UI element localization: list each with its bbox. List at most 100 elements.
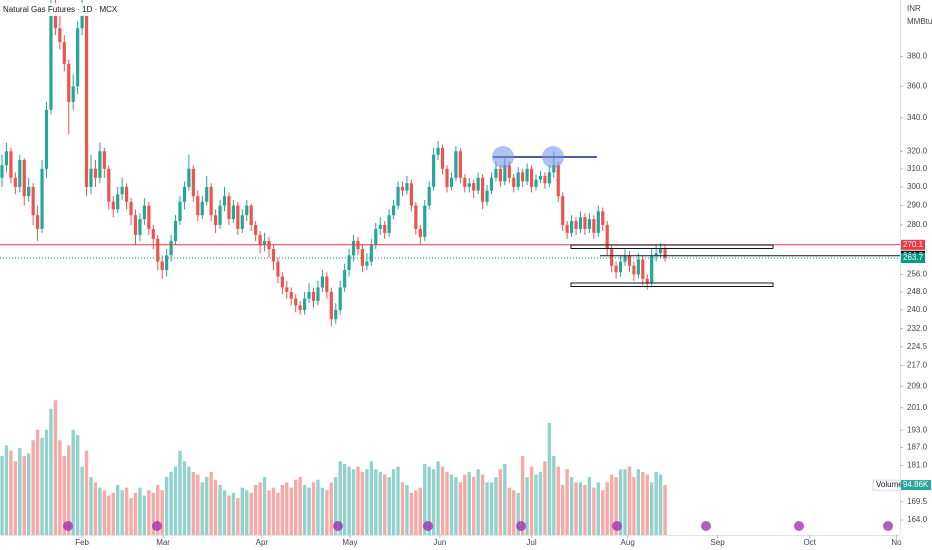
candle-body [98, 151, 102, 178]
volume-bar [463, 474, 467, 535]
volume-bar [267, 490, 271, 535]
volume-bar [494, 477, 498, 535]
candle-body [67, 63, 71, 102]
x-tick-label: May [342, 538, 357, 547]
x-tick-label: Jul [526, 538, 536, 547]
volume-bar [623, 469, 627, 535]
candle-body [80, 14, 84, 29]
volume-bar [262, 477, 267, 535]
candle-body [334, 309, 338, 320]
volume-bar [62, 456, 67, 535]
volume-bar [285, 482, 289, 535]
event-icon[interactable] [333, 521, 343, 531]
y-tick-label: 169.5 [907, 497, 928, 506]
y-tick-label: 256.0 [907, 269, 928, 278]
volume-bar [592, 487, 596, 535]
candle-body [182, 186, 187, 202]
candle-body [476, 177, 480, 191]
drawn-zone [570, 282, 774, 287]
volume-bar [44, 429, 49, 535]
candle-body [423, 205, 427, 237]
volume-bar [129, 498, 133, 535]
x-tick-label: Feb [75, 538, 89, 547]
volume-label: 94.86K [903, 480, 929, 489]
event-icon[interactable] [701, 521, 711, 531]
candle-body [378, 224, 382, 229]
candle-body [205, 186, 209, 202]
volume-bar [498, 469, 503, 535]
volume-bar [89, 477, 93, 535]
candle-body [494, 168, 498, 178]
y-tick-label: 300.0 [907, 182, 928, 191]
candle-body [209, 186, 213, 216]
volume-bar [632, 477, 636, 535]
x-tick-label: Oct [803, 538, 816, 547]
volume-bar [369, 461, 374, 535]
candle-body [22, 159, 26, 197]
price-label: 270.1 [903, 240, 924, 249]
volume-bar [191, 471, 196, 535]
volume-bar [116, 485, 120, 535]
volume-bar [289, 487, 293, 535]
volume-bar [338, 461, 342, 535]
candle-body [650, 255, 654, 284]
candle-body [489, 177, 494, 191]
volume-bar [534, 474, 538, 535]
y-tick-label: 201.0 [907, 403, 928, 412]
candle-body [427, 186, 431, 206]
candle-body [396, 186, 400, 206]
candle-body [120, 186, 124, 195]
candle-body [391, 205, 396, 216]
event-icon[interactable] [423, 521, 433, 531]
candle-body [44, 109, 49, 169]
volume-bar [601, 490, 605, 535]
candle-body [13, 177, 17, 187]
candle-body [440, 147, 445, 169]
volume-bar [654, 471, 658, 535]
volume-bar [316, 479, 320, 535]
candle-body [547, 172, 551, 184]
candle-body [605, 224, 609, 250]
volume-bar [458, 482, 463, 535]
candle-body [294, 298, 298, 306]
volume-bar [374, 469, 378, 535]
volume-bar [9, 450, 13, 535]
candle-body [76, 28, 80, 87]
candle-body [556, 165, 560, 197]
candle-body [658, 249, 663, 254]
y-tick-label: 181.0 [907, 461, 928, 470]
volume-bar [236, 498, 240, 535]
volume-bar [449, 474, 454, 535]
event-icon[interactable] [883, 521, 893, 531]
volume-bar [552, 456, 556, 535]
event-icon[interactable] [63, 521, 73, 531]
volume-bar [471, 477, 476, 535]
y-tick-label: 248.0 [907, 287, 928, 296]
candle-body [587, 219, 591, 229]
candle-body [302, 298, 307, 310]
volume-bar [485, 482, 489, 535]
volume-bar [27, 453, 31, 535]
volume-bar [556, 466, 560, 535]
candle-body [561, 196, 565, 225]
candle-body [258, 234, 262, 246]
event-icon[interactable] [516, 521, 526, 531]
volume-bar [525, 477, 529, 535]
y-tick-label: 193.0 [907, 425, 928, 434]
volume-bar [307, 487, 311, 535]
candle-body [84, 14, 89, 187]
candle-body [503, 165, 507, 182]
candle-body [169, 240, 173, 256]
candle-body [343, 270, 347, 288]
x-tick-label: Jun [433, 538, 446, 547]
event-icon[interactable] [794, 521, 804, 531]
volume-bar [53, 400, 58, 535]
candle-body [58, 28, 62, 43]
event-icon[interactable] [152, 521, 162, 531]
event-icon[interactable] [612, 521, 622, 531]
candle-body [262, 240, 267, 246]
plot-area [0, 0, 900, 535]
candle-body [173, 221, 178, 241]
volume-bar [543, 461, 547, 535]
